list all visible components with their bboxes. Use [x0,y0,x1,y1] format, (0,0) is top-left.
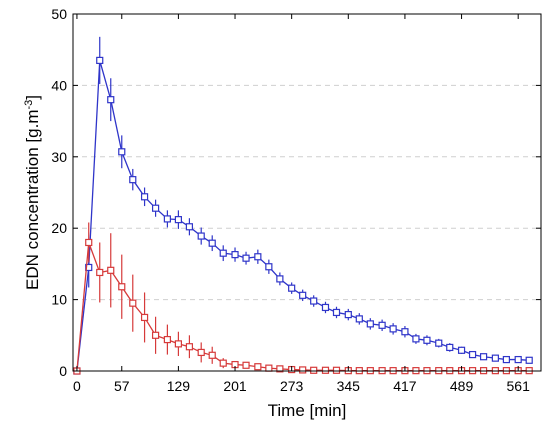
data-point [321,303,330,312]
data-point [219,359,227,367]
data-point [208,239,216,247]
data-point [185,343,194,351]
data-point [242,254,250,262]
data-point [163,215,171,223]
y-tick-label: 30 [51,149,67,165]
data-point [242,361,250,369]
x-tick-label: 0 [73,378,81,394]
data-point [118,283,126,291]
plot-area-frame [72,13,542,372]
data-point [389,325,397,333]
y-tick-label: 50 [51,6,67,22]
data-point [276,275,284,283]
data-point [197,232,205,240]
x-tick-label: 201 [223,378,247,394]
data-point [525,356,533,364]
data-point [446,343,454,352]
data-point [129,299,137,307]
data-point [332,366,341,374]
data-point [174,340,182,348]
data-point [118,148,126,156]
data-point [185,223,194,231]
y-axis-label-main: EDN concentration [g.m [23,110,42,290]
gridlines [73,84,541,301]
x-axis-label: Time [min] [268,401,347,420]
data-point [265,263,273,271]
data-point [435,339,443,347]
data-point [140,193,149,201]
data-point [85,263,93,272]
data-point [378,321,386,329]
data-point [219,249,227,257]
data-point [163,335,171,344]
data-point [197,348,205,357]
data-point [140,313,149,322]
data-point [502,355,510,364]
series-1 [73,36,533,375]
data-point [96,268,104,277]
data-point [412,335,420,343]
data-point [310,297,318,305]
data-point [299,366,307,374]
data-point [254,363,262,371]
x-tick-label: 489 [450,378,474,394]
data-point [107,266,115,274]
y-tick-label: 0 [59,363,67,379]
data-point [299,291,307,299]
x-tick-label: 129 [167,378,191,394]
data-point [321,366,330,374]
data-point [457,346,466,354]
data-point [514,355,522,364]
x-tick-label: 273 [280,378,304,394]
data-point [174,216,182,224]
data-point [265,364,273,372]
data-point [85,238,93,247]
data-point [491,354,499,362]
data-point [96,56,104,65]
x-tick-label: 57 [114,378,130,394]
y-tick-label: 10 [51,292,67,308]
data-point [366,320,374,328]
data-point [344,310,352,319]
data-point [288,284,296,292]
y-axis-label: EDN concentration [g.m-3] [23,95,42,290]
data-point [468,350,477,359]
data-series [73,36,533,375]
y-axis-label-superscript: -3 [23,100,35,110]
x-tick-label: 417 [393,378,417,394]
data-point [254,253,262,261]
axis-ticks: 0 10 20 30 40 50 0 57 129 201 273 345 417 489 561 [51,6,541,394]
x-tick-label: 561 [507,378,531,394]
y-tick-label: 40 [51,77,67,93]
data-point [129,176,137,184]
data-point [332,308,341,317]
y-axis-label-close: ] [23,95,42,100]
data-point [355,315,363,323]
data-point [151,204,160,212]
data-point [310,366,318,374]
data-point [231,251,239,259]
x-tick-label: 345 [337,378,361,394]
data-point [107,96,115,104]
data-point [151,331,160,339]
data-point [423,336,431,344]
data-point [479,353,488,361]
data-point [276,365,284,373]
y-tick-label: 20 [51,220,67,236]
data-point [401,328,409,336]
data-point [208,351,216,359]
